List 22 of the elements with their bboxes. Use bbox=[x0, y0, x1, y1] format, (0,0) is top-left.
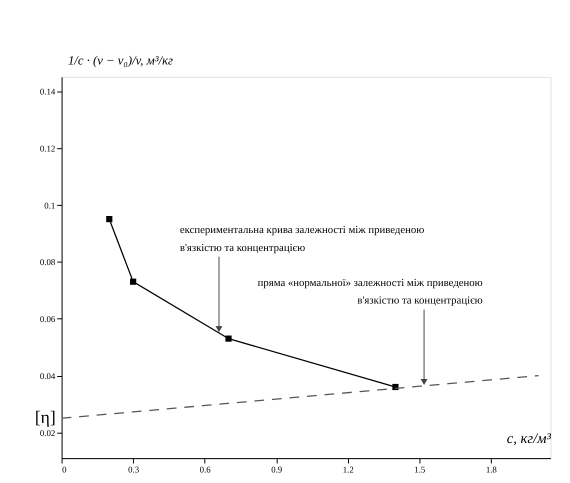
x-tick-label: 0.3 bbox=[128, 464, 140, 474]
y-tick-label: 0.06 bbox=[40, 314, 56, 324]
x-tick-label: 0.6 bbox=[200, 464, 212, 474]
annotation: [η] bbox=[34, 407, 56, 428]
y-tick-label: 0.12 bbox=[40, 143, 56, 154]
y-axis-title: 1/c · (v − v₀)/v, м³/кг bbox=[68, 54, 174, 68]
y-tick-label: 0.14 bbox=[40, 86, 56, 96]
x-tick-label: 1.2 bbox=[342, 464, 354, 474]
y-tick-label: 0.1 bbox=[44, 200, 56, 210]
point bbox=[225, 336, 232, 342]
x-axis-title: c, кг/м³ bbox=[506, 430, 552, 447]
x-tick-label: 1.8 bbox=[486, 464, 498, 474]
y-tick-label: 0.08 bbox=[40, 257, 56, 268]
point bbox=[130, 278, 136, 285]
x-tick-label: 0 bbox=[62, 464, 68, 474]
y-tick-label: 0.04 bbox=[40, 371, 56, 382]
x-tick-label: 1.5 bbox=[414, 464, 426, 474]
annotation: експериментальна крива залежності між приведеною в'язкістю та концентрацією bbox=[180, 224, 424, 254]
x-tick-label: 0.9 bbox=[271, 464, 283, 474]
y-tick-label: 0.02 bbox=[40, 428, 56, 438]
point bbox=[106, 216, 112, 222]
annotation: пряма «нормальної» залежності між приведеною в'язкістю та концентрацією bbox=[258, 277, 483, 307]
